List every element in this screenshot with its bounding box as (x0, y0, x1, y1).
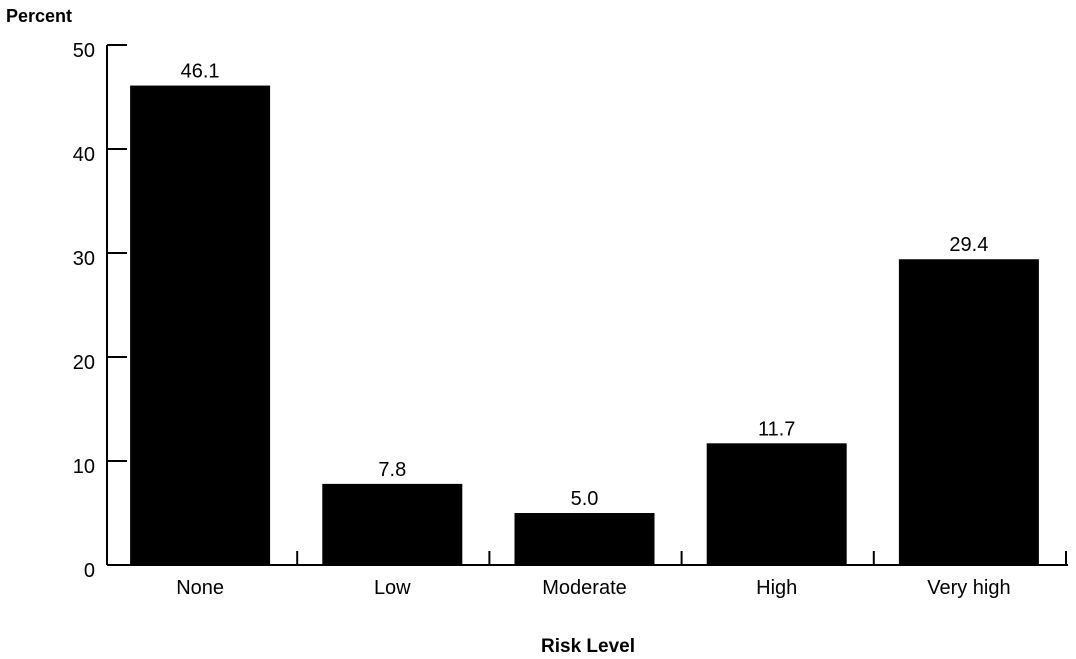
bar-value-label: 29.4 (949, 234, 988, 256)
bars (130, 85, 1039, 565)
bar-value-labels: 46.1 7.8 5.0 11.7 29.4 (181, 61, 989, 510)
bar-value-label: 5.0 (571, 488, 599, 510)
x-tick-label: High (756, 577, 797, 599)
bar-low (322, 483, 463, 565)
x-tick-label: Moderate (542, 577, 627, 599)
y-tick-label: 30 (73, 248, 95, 270)
bar-moderate (514, 513, 655, 565)
bar-value-label: 46.1 (181, 61, 220, 83)
bar-high (706, 443, 847, 565)
bar-none (130, 85, 271, 565)
x-tick-label: None (176, 577, 224, 599)
y-tick-label: 40 (73, 144, 95, 166)
y-tick-label: 20 (73, 352, 95, 374)
x-ticks: None Low Moderate High Very high (176, 551, 1067, 599)
y-ticks: 0 10 20 30 40 50 (73, 40, 127, 582)
bar-value-label: 11.7 (758, 418, 795, 440)
y-axis-label: Percent (6, 6, 73, 26)
bar-very-high (898, 259, 1039, 565)
x-axis-label: Risk Level (541, 636, 635, 657)
bar-value-label: 7.8 (378, 459, 406, 481)
x-tick-label: Low (374, 577, 411, 599)
y-tick-label: 10 (73, 456, 95, 478)
y-tick-label: 0 (84, 560, 95, 582)
y-tick-label: 50 (73, 40, 95, 62)
x-tick-label: Very high (927, 577, 1010, 599)
